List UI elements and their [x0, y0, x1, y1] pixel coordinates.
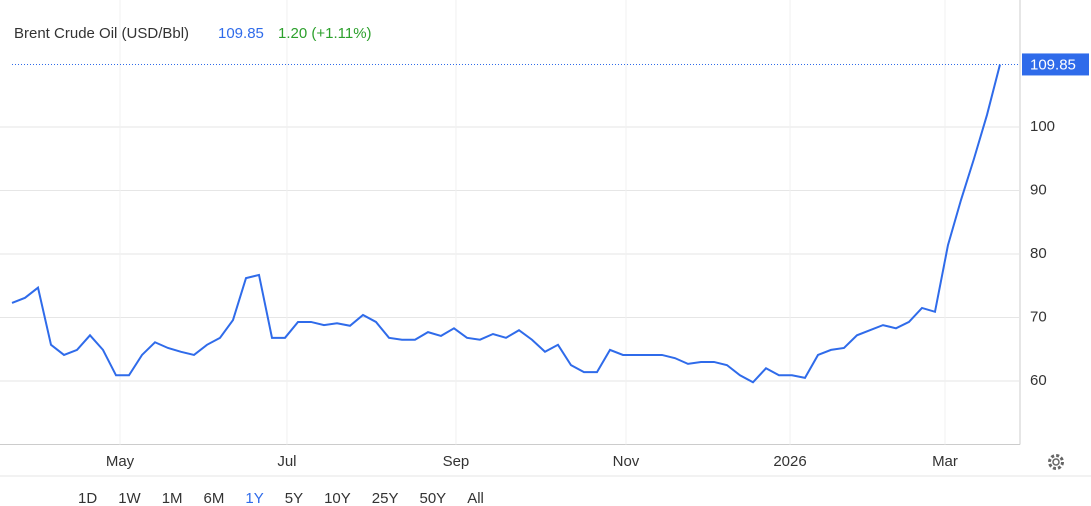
header-price: 109.85 — [218, 25, 264, 42]
range-button[interactable]: 50Y — [420, 490, 447, 506]
last-price-label: 109.85 — [1030, 56, 1076, 73]
last-price-box — [1022, 53, 1089, 76]
x-tick-label: Nov — [613, 453, 640, 470]
range-button[interactable]: 1Y — [245, 490, 263, 506]
y-tick-label: 80 — [1030, 245, 1047, 262]
x-tick-label: Jul — [277, 453, 296, 470]
settings-icon[interactable] — [1048, 454, 1064, 470]
y-tick-label: 70 — [1030, 308, 1047, 325]
chart-title: Brent Crude Oil (USD/Bbl) — [14, 25, 189, 42]
range-button[interactable]: All — [467, 490, 484, 506]
range-button[interactable]: 6M — [204, 490, 225, 506]
x-tick-label: 2026 — [773, 453, 806, 470]
range-button[interactable]: 5Y — [285, 490, 303, 506]
header-change: 1.20 (+1.11%) — [278, 25, 372, 42]
y-tick-label: 60 — [1030, 372, 1047, 389]
range-button[interactable]: 1W — [118, 490, 141, 506]
range-button[interactable]: 10Y — [324, 490, 351, 506]
x-tick-label: Mar — [932, 453, 958, 470]
x-tick-label: May — [106, 453, 135, 470]
range-button[interactable]: 25Y — [372, 490, 399, 506]
range-button[interactable]: 1D — [78, 490, 97, 506]
y-tick-label: 90 — [1030, 181, 1047, 198]
y-tick-label: 100 — [1030, 118, 1055, 135]
price-line — [11, 64, 1001, 384]
range-button[interactable]: 1M — [162, 490, 183, 506]
x-tick-label: Sep — [443, 453, 470, 470]
